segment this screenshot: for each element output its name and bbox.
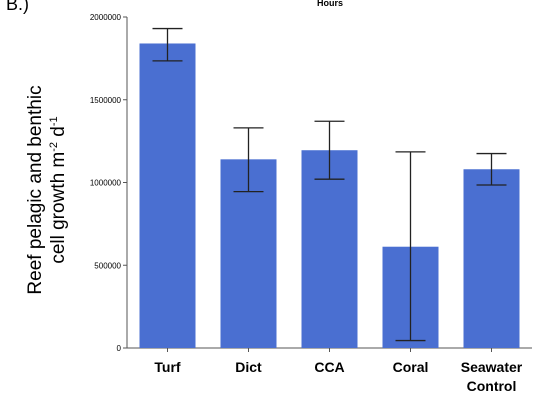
error-bar <box>233 127 264 193</box>
y-tick-label: 500000 <box>94 261 121 270</box>
x-tick-label: CCA <box>314 359 344 375</box>
y-tick-label: 2000000 <box>90 13 122 22</box>
error-bars <box>152 27 507 342</box>
bars <box>139 43 520 348</box>
y-tick-label: 1000000 <box>90 179 122 188</box>
y-tick-label: 0 <box>117 344 122 353</box>
error-bar <box>152 27 183 62</box>
x-tick-label: Coral <box>393 359 429 375</box>
bar <box>139 43 196 348</box>
panel-label: B.) <box>6 0 29 14</box>
x-tick-label: Dict <box>235 359 262 375</box>
error-bar <box>314 120 345 180</box>
x-tick-label: Turf <box>154 359 181 375</box>
x-tick-label: Seawater Control <box>461 359 523 394</box>
bar <box>301 150 358 348</box>
y-axis-label: Reef pelagic and benthic cell growth m-2… <box>25 85 69 294</box>
x-tick-labels: Turf Dict CCA Coral Seawater Control <box>154 348 523 394</box>
y-axis-label-line1: Reef pelagic and benthic <box>25 85 46 294</box>
y-ticks: 0 500000 1000000 1500000 2000000 <box>90 13 127 353</box>
error-bar <box>395 151 426 342</box>
y-tick-label: 1500000 <box>90 96 122 105</box>
top-label: Hours <box>317 0 343 8</box>
y-axis-label-line2: cell growth m-2 d-1 <box>48 116 69 263</box>
bar <box>463 169 520 348</box>
error-bar <box>476 152 507 186</box>
